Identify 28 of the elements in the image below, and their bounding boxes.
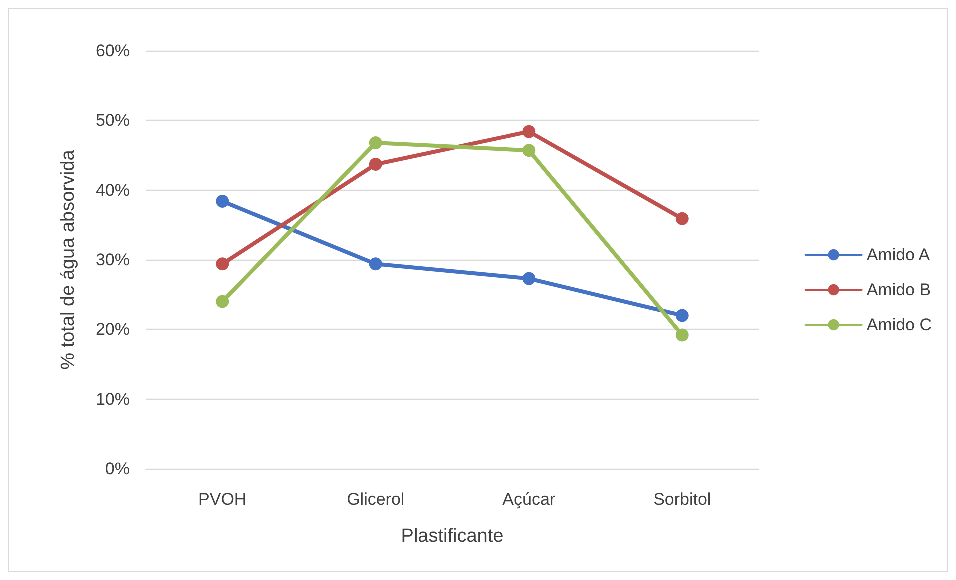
x-tick-label: PVOH: [198, 490, 247, 509]
point: [216, 258, 230, 271]
legend-label: Amido C: [866, 316, 932, 334]
y-tick-label: 50%: [96, 111, 130, 130]
x-tick-label: Açúcar: [502, 490, 556, 509]
y-axis-title: % total de água absorvida: [58, 150, 79, 370]
y-tick-label: 0%: [105, 460, 130, 478]
point: [676, 309, 689, 322]
point: [676, 212, 689, 226]
point: [522, 272, 536, 286]
y-tick-label: 60%: [96, 42, 130, 60]
y-tick-label: 30%: [96, 250, 130, 270]
x-axis-title: Plastificante: [401, 526, 504, 547]
y-tick-label: 20%: [96, 320, 130, 340]
y-tick-label: 10%: [96, 390, 130, 409]
point: [216, 295, 230, 308]
point: [522, 125, 536, 138]
point: [369, 258, 382, 271]
point: [676, 328, 689, 342]
point: [216, 194, 230, 208]
legend-label: Amido B: [866, 280, 932, 300]
y-tick-label: 40%: [96, 180, 130, 200]
x-tick-label: Glicerol: [347, 490, 405, 509]
point: [369, 136, 382, 150]
point: [369, 158, 382, 172]
x-tick-label: Sorbitol: [654, 490, 712, 509]
point: [522, 144, 536, 158]
legend-label: Amido A: [866, 246, 931, 264]
